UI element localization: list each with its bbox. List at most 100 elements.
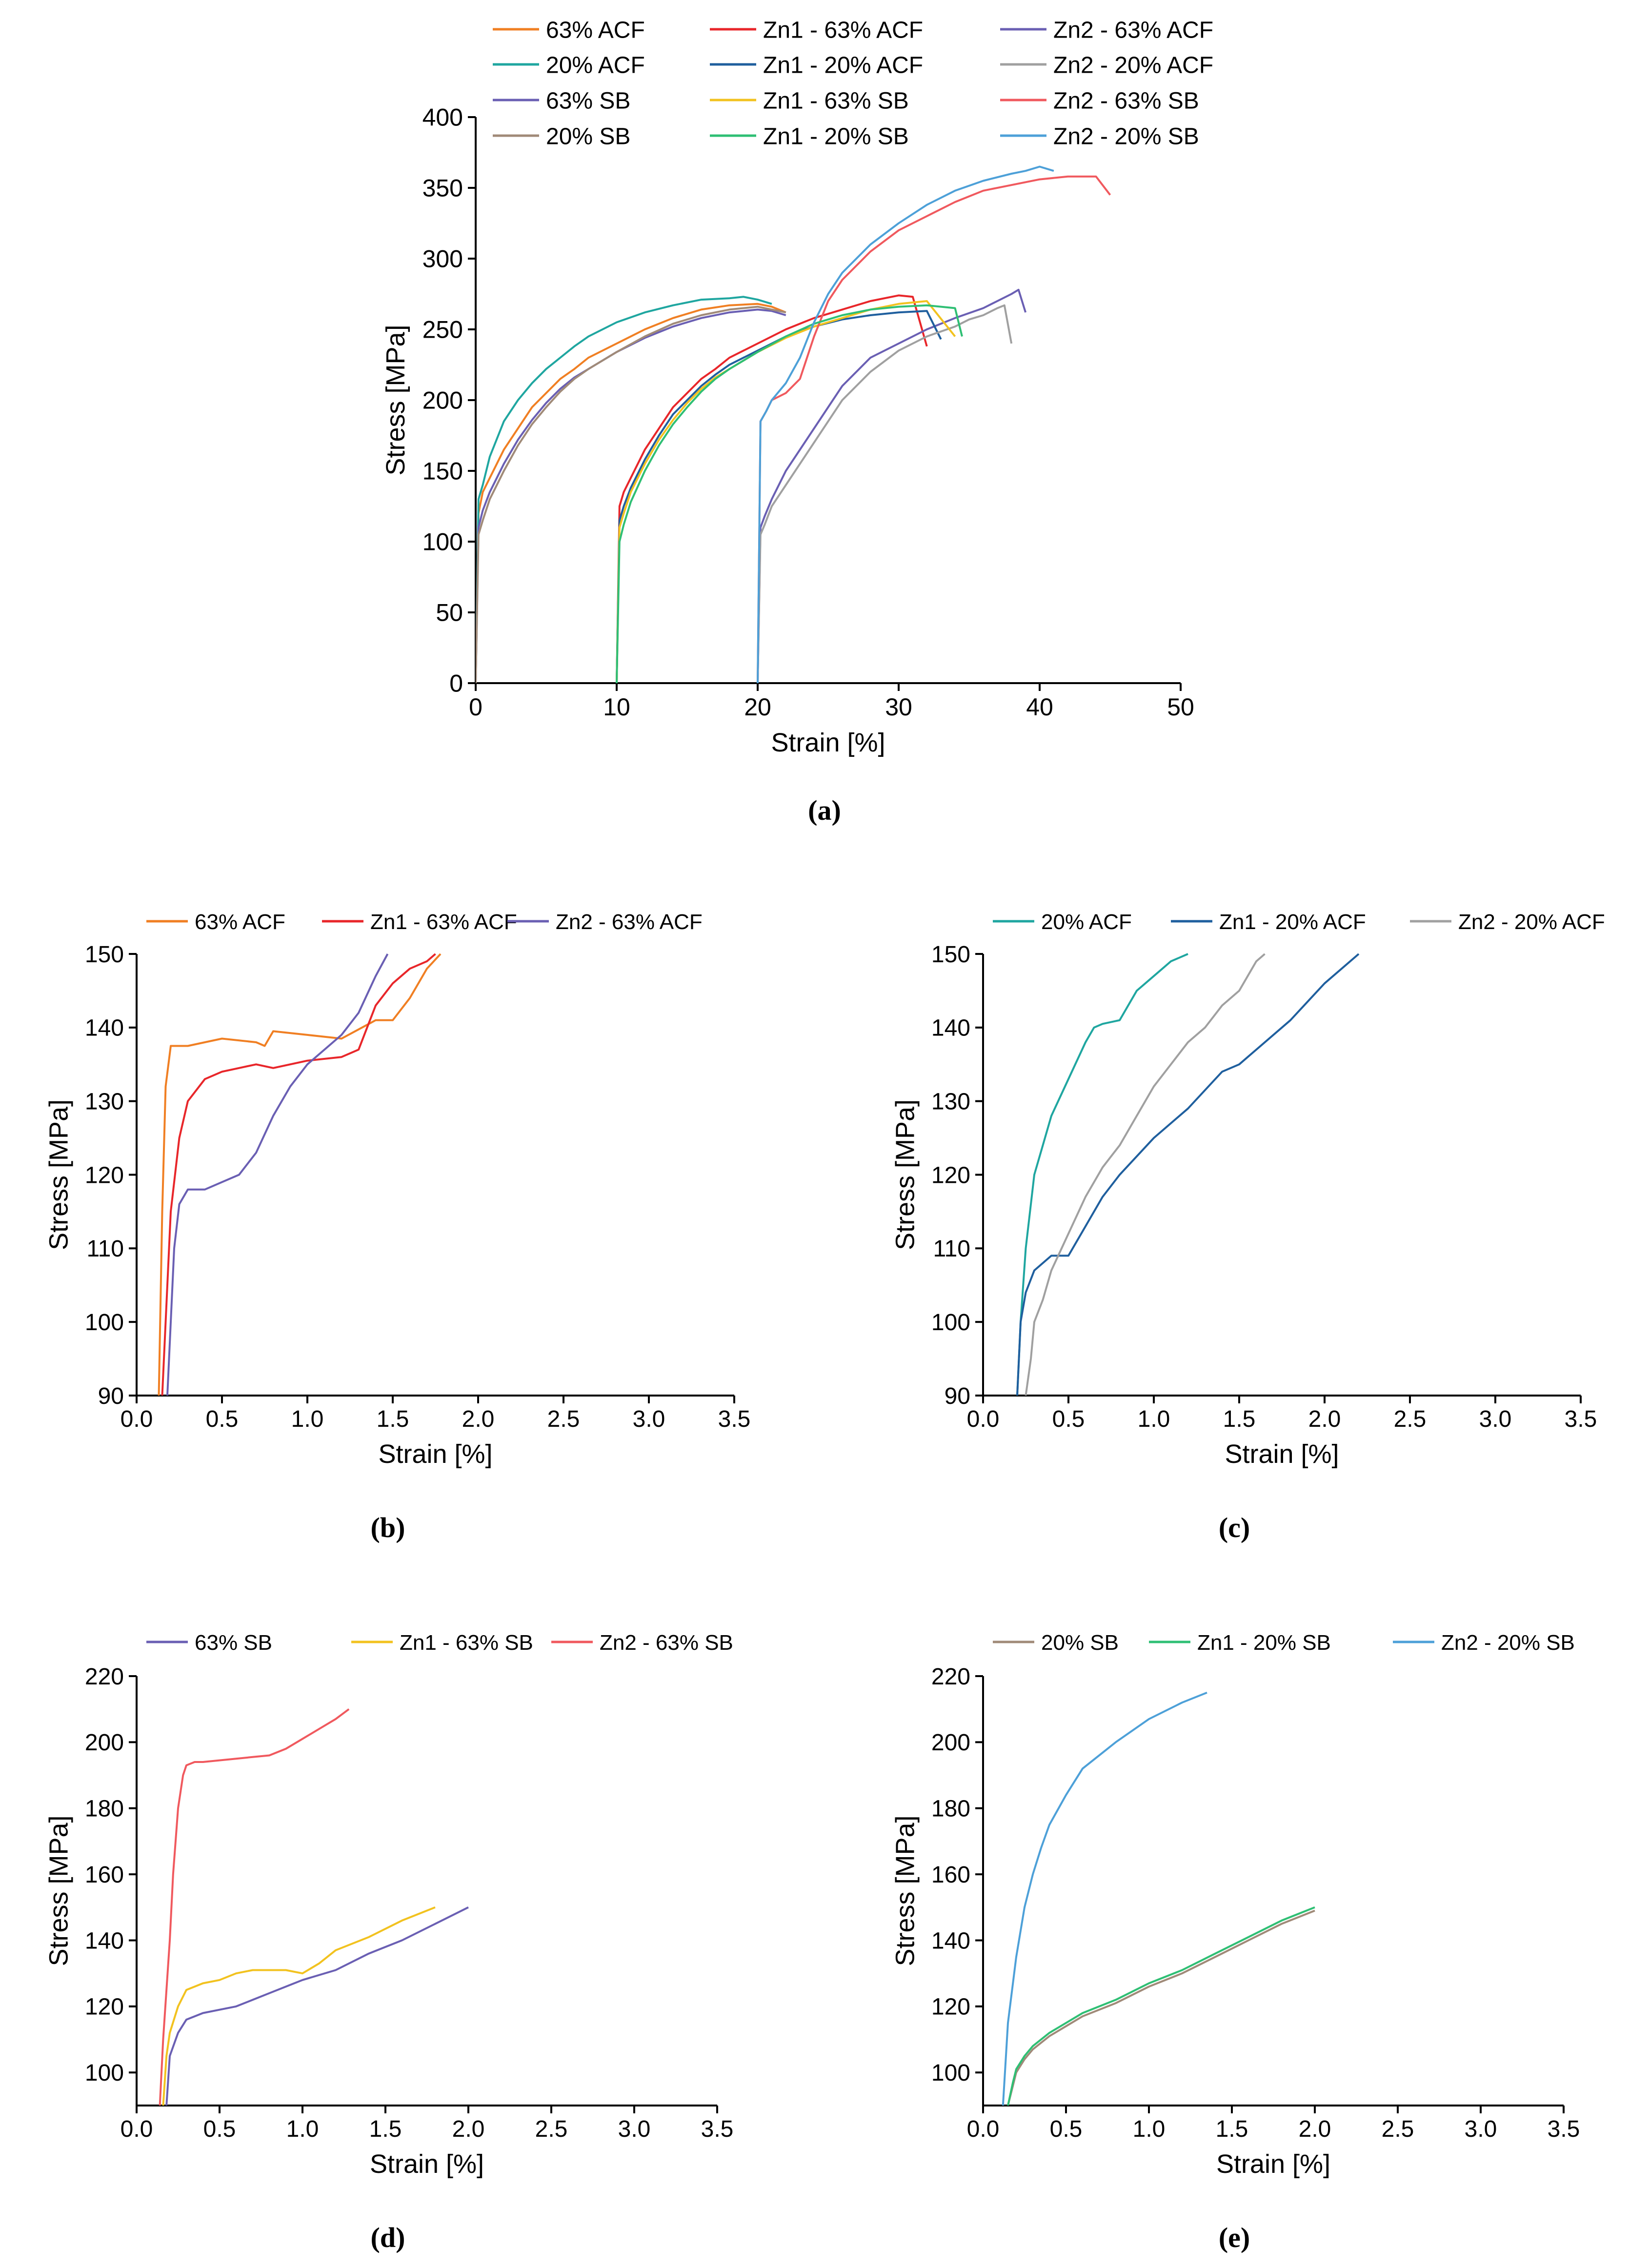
x-tick-label: 2.5 [1394, 1406, 1427, 1432]
chart-b: 0.0 0.5 1.0 1.5 2.0 2.5 3.0 3.5 90 100 110 120 130 14… [44, 910, 750, 1543]
x-tick-label: 20 [744, 693, 771, 721]
x-tick-label: 2.0 [452, 2116, 485, 2142]
y-tick-label: 220 [931, 1664, 970, 1690]
x-tick-label: 0.5 [1052, 1406, 1085, 1432]
series-line-2 [162, 1906, 436, 2106]
x-tick-label: 40 [1026, 693, 1053, 721]
series-line-7 [476, 308, 786, 683]
legend-entry: Zn2 - 63% ACF [556, 910, 703, 934]
y-tick-label: 350 [422, 175, 463, 202]
x-tick-label: 0.5 [1050, 2116, 1083, 2142]
series-line-2 [1016, 953, 1360, 1396]
y-tick-label: 200 [85, 1730, 124, 1756]
legend-entry: Zn1 - 63% ACF [370, 910, 517, 934]
panel-label: (b) [371, 1512, 405, 1543]
legend-entry: 63% ACF [546, 17, 645, 43]
x-tick-label: 2.5 [547, 1406, 580, 1432]
x-tick-label: 1.5 [1216, 2116, 1248, 2142]
x-tick-label: 1.5 [377, 1406, 409, 1432]
y-axis-label: Stress [MPa] [890, 1099, 920, 1250]
y-tick-label: 200 [422, 387, 463, 414]
series-line-3 [1025, 953, 1266, 1396]
x-tick-label: 2.0 [462, 1406, 495, 1432]
chart-e: 0.0 0.5 1.0 1.5 2.0 2.5 3.0 3.5 100 120 140 160 180 2… [890, 1631, 1580, 2253]
legend-entry: Zn2 - 20% SB [1441, 1631, 1575, 1655]
series-line-9 [757, 175, 1111, 683]
panel-label: (c) [1219, 1512, 1250, 1543]
x-tick-label: 0.0 [121, 2116, 153, 2142]
legend-entry: Zn1 - 20% ACF [1219, 910, 1366, 934]
legend-entry: Zn2 - 63% SB [600, 1631, 733, 1655]
series-line-2 [161, 953, 436, 1396]
legend-entry: Zn2 - 63% SB [1053, 88, 1199, 114]
y-tick-label: 100 [85, 1310, 124, 1336]
chart-a: 0 10 20 30 40 50 0 50 100 150 200 250 300 350 400 Strai… [381, 17, 1213, 826]
y-tick-label: 150 [85, 942, 124, 968]
y-tick-label: 0 [449, 670, 463, 697]
panel-label: (d) [371, 2222, 405, 2253]
x-tick-label: 3.5 [1565, 1406, 1597, 1432]
y-tick-label: 100 [422, 528, 463, 556]
legend-entry: Zn2 - 63% ACF [1053, 17, 1213, 43]
legend-entry: Zn2 - 20% SB [1053, 123, 1199, 149]
chart-d: 0.0 0.5 1.0 1.5 2.0 2.5 3.0 3.5 100 120 140 160 180 2… [44, 1631, 733, 2253]
y-axis-label: Stress [MPa] [44, 1099, 73, 1250]
series-line-1 [1007, 1909, 1315, 2106]
series-line-4 [476, 296, 772, 683]
x-tick-label: 1.0 [286, 2116, 319, 2142]
y-tick-label: 140 [85, 1928, 124, 1954]
x-tick-label: 3.0 [618, 2116, 651, 2142]
legend-entry: 20% ACF [546, 52, 645, 78]
x-tick-label: 0.0 [967, 2116, 1000, 2142]
x-tick-label: 0 [469, 693, 483, 721]
x-tick-label: 0.5 [203, 2116, 236, 2142]
y-tick-label: 150 [931, 942, 970, 968]
series-line-6 [757, 304, 1013, 683]
series-line-12 [757, 165, 1054, 683]
x-tick-label: 50 [1167, 693, 1194, 721]
legend-entry: Zn1 - 63% SB [763, 88, 909, 114]
legend-entry: Zn1 - 63% SB [400, 1631, 533, 1655]
y-tick-label: 140 [85, 1015, 124, 1041]
y-tick-label: 250 [422, 316, 463, 344]
y-tick-label: 130 [85, 1089, 124, 1114]
series-line-2 [1007, 1906, 1315, 2106]
x-tick-label: 1.0 [291, 1406, 324, 1432]
x-axis-label: Strain [%] [378, 1439, 492, 1469]
y-tick-label: 300 [422, 245, 463, 273]
x-axis-label: Strain [%] [1216, 2149, 1330, 2179]
panel-label: (e) [1219, 2222, 1250, 2253]
y-tick-label: 120 [931, 1994, 970, 2020]
legend-entry: 63% SB [546, 88, 630, 114]
x-tick-label: 2.0 [1308, 1406, 1341, 1432]
y-tick-label: 200 [931, 1730, 970, 1756]
y-axis-label: Stress [MPa] [381, 324, 410, 475]
x-axis-label: Strain [%] [370, 2149, 484, 2179]
x-tick-label: 1.5 [1223, 1406, 1256, 1432]
legend-entry: 63% ACF [195, 910, 285, 934]
x-axis-label: Strain [%] [1225, 1439, 1339, 1469]
legend-entry: Zn1 - 20% ACF [763, 52, 923, 78]
y-tick-label: 140 [931, 1928, 970, 1954]
y-tick-label: 120 [85, 1162, 124, 1188]
series-line-8 [616, 300, 956, 683]
y-tick-label: 110 [86, 1236, 124, 1262]
chart-c: 0.0 0.5 1.0 1.5 2.0 2.5 3.0 3.5 90 100 110 120 130 14… [890, 910, 1605, 1543]
series-line-3 [1002, 1691, 1207, 2106]
x-tick-label: 3.0 [1479, 1406, 1512, 1432]
legend-entry: 63% SB [195, 1631, 272, 1655]
x-tick-label: 1.0 [1133, 2116, 1166, 2142]
x-tick-label: 2.5 [1382, 2116, 1414, 2142]
x-tick-label: 3.0 [1465, 2116, 1497, 2142]
x-tick-label: 10 [603, 693, 630, 721]
legend-entry: Zn1 - 20% SB [763, 123, 909, 149]
y-tick-label: 160 [931, 1862, 970, 1888]
y-tick-label: 100 [85, 2060, 124, 2086]
x-tick-label: 0.0 [121, 1406, 153, 1432]
y-tick-label: 50 [436, 599, 463, 627]
x-tick-label: 3.5 [1548, 2116, 1580, 2142]
y-tick-label: 180 [931, 1796, 970, 1822]
x-tick-label: 2.0 [1299, 2116, 1331, 2142]
series-line-10 [476, 305, 786, 683]
series-line-2 [616, 294, 928, 683]
